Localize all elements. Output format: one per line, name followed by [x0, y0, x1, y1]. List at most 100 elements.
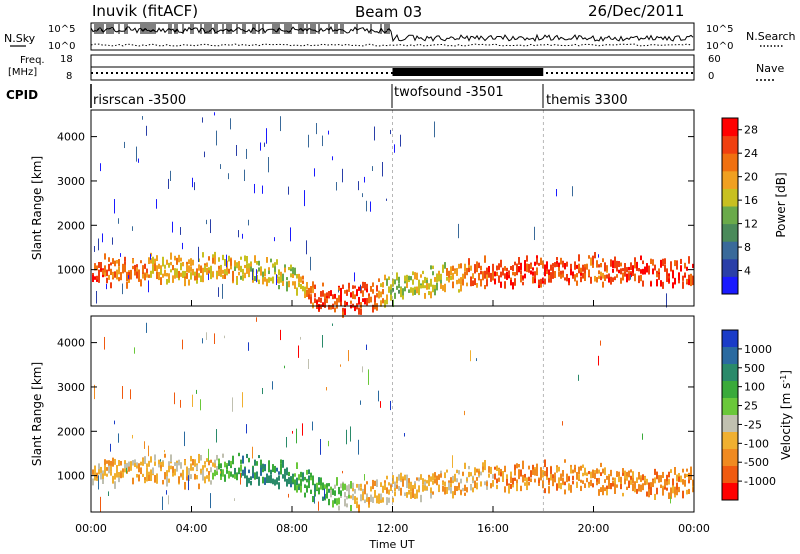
scatter-cell — [124, 141, 125, 149]
time-xlabel: Time UT — [368, 538, 414, 551]
band-cell — [654, 264, 656, 271]
band-cell — [588, 484, 590, 488]
band-cell — [530, 270, 532, 275]
band-cell — [630, 273, 632, 278]
band-cell — [92, 274, 94, 283]
band-cell — [190, 463, 192, 471]
scatter-cell — [284, 365, 285, 369]
band-cell — [444, 283, 446, 290]
band-cell — [172, 466, 174, 473]
band-cell — [206, 475, 208, 479]
band-cell — [172, 470, 174, 477]
band-cell — [604, 467, 606, 475]
nave-dot — [606, 72, 608, 74]
band-cell — [202, 274, 204, 283]
band-cell — [394, 292, 396, 299]
band-cell — [212, 472, 214, 480]
band-cell — [144, 456, 146, 464]
nave-dot — [546, 72, 548, 74]
band-cell — [566, 473, 568, 482]
band-cell — [400, 289, 402, 298]
band-cell — [628, 470, 630, 476]
band-cell — [286, 478, 288, 483]
nave-dot — [651, 72, 653, 74]
band-cell — [392, 476, 394, 484]
band-cell — [576, 264, 578, 269]
band-cell — [686, 266, 688, 271]
scatter-cell — [122, 386, 123, 399]
band-cell — [312, 495, 314, 503]
band-cell — [688, 278, 690, 286]
band-cell — [360, 483, 362, 488]
nave-dot — [601, 72, 603, 74]
y-tick-label: 1000 — [57, 470, 85, 483]
band-cell — [642, 260, 644, 265]
band-cell — [118, 266, 120, 275]
band-cell — [200, 455, 202, 461]
band-cell — [626, 276, 628, 283]
noise-right-tick-top: 10^5 — [706, 24, 733, 35]
band-cell — [442, 285, 444, 291]
band-cell — [602, 258, 604, 263]
band-cell — [332, 500, 334, 508]
band-cell — [318, 297, 320, 303]
band-cell — [290, 273, 292, 278]
band-cell — [518, 257, 520, 265]
band-cell — [438, 270, 440, 279]
freq-label: Freq. — [20, 55, 45, 66]
band-cell — [202, 267, 204, 276]
band-cell — [396, 476, 398, 482]
band-cell — [350, 495, 352, 499]
scatter-cell — [102, 233, 103, 243]
band-cell — [534, 261, 536, 266]
scatter-cell — [340, 364, 341, 367]
band-cell — [340, 287, 342, 296]
band-cell — [602, 485, 604, 492]
band-cell — [212, 462, 214, 467]
nave-dot — [91, 72, 93, 74]
band-cell — [558, 271, 560, 277]
x-tick-label: 16:00 — [477, 522, 509, 535]
band-cell — [418, 284, 420, 293]
band-cell — [110, 465, 112, 472]
band-cell — [242, 269, 244, 275]
colorbar-cell — [722, 170, 738, 189]
scatter-cell — [208, 273, 209, 281]
band-cell — [578, 466, 580, 475]
scatter-cell — [156, 199, 157, 209]
band-cell — [464, 271, 466, 279]
scatter-cell — [206, 332, 207, 340]
band-cell — [334, 484, 336, 489]
band-cell — [368, 502, 370, 508]
band-cell — [220, 463, 222, 469]
band-cell — [218, 463, 220, 470]
band-cell — [296, 477, 298, 486]
band-cell — [278, 269, 280, 276]
scatter-cell — [244, 169, 245, 182]
band-cell — [674, 466, 676, 475]
band-cell — [94, 276, 96, 280]
band-cell — [208, 471, 210, 476]
band-cell — [468, 465, 470, 470]
band-cell — [200, 265, 202, 274]
band-cell — [230, 258, 232, 266]
band-cell — [504, 266, 506, 271]
band-cell — [494, 271, 496, 277]
nave-dot — [256, 72, 258, 74]
band-cell — [618, 471, 620, 477]
scatter-cell — [366, 344, 367, 350]
band-cell — [182, 471, 184, 477]
band-cell — [116, 272, 118, 280]
band-cell — [138, 275, 140, 282]
band-cell — [666, 480, 668, 486]
band-cell — [460, 277, 462, 285]
band-cell — [680, 258, 682, 264]
band-cell — [524, 473, 526, 479]
band-cell — [660, 259, 662, 268]
band-cell — [180, 473, 182, 477]
band-cell — [402, 290, 404, 296]
band-cell — [404, 492, 406, 497]
scatter-cell — [122, 283, 123, 295]
